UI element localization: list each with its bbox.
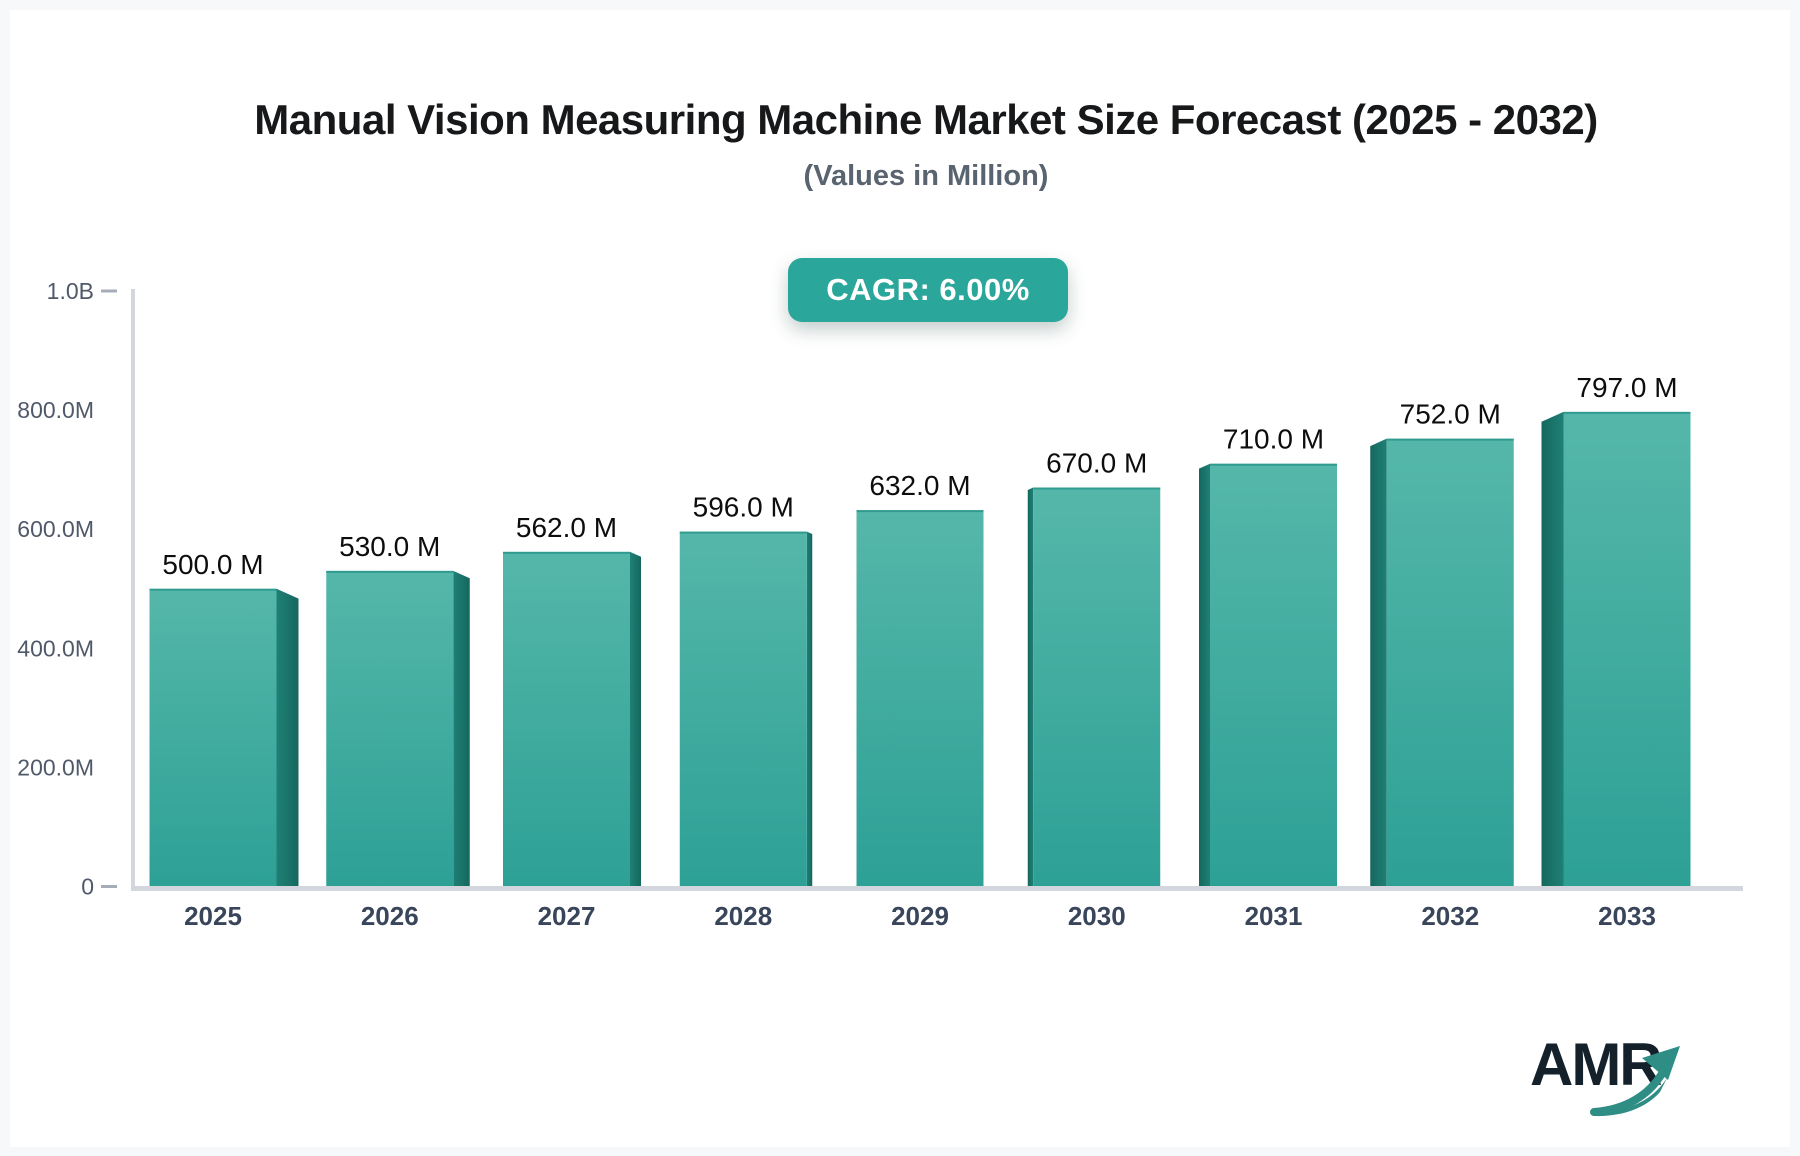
bar-value-label: 670.0 M xyxy=(1046,448,1147,479)
x-tick-label: 2027 xyxy=(538,901,596,931)
bar-value-label: 562.0 M xyxy=(516,512,617,543)
bar-value-label: 596.0 M xyxy=(693,492,794,523)
x-tick-label: 2025 xyxy=(184,901,242,931)
cagr-badge-label: CAGR: 6.00% xyxy=(826,272,1030,307)
x-tick-label: 2026 xyxy=(361,901,419,931)
bar-value-label: 710.0 M xyxy=(1223,424,1324,455)
y-tick-label: 600.0M xyxy=(17,516,94,542)
x-tick-label: 2031 xyxy=(1245,901,1303,931)
bar-value-label: 797.0 M xyxy=(1576,372,1677,403)
amr-logo-text: AMR xyxy=(1530,1031,1663,1098)
y-tick-label: 800.0M xyxy=(17,397,94,423)
amr-logo: AMR xyxy=(1524,1030,1724,1130)
bar-2028: 596.0 M xyxy=(679,492,813,889)
bar-2026: 530.0 M xyxy=(326,531,470,889)
y-tick-label: 200.0M xyxy=(17,754,94,780)
bar-value-label: 500.0 M xyxy=(162,549,263,580)
bar-2031: 710.0 M xyxy=(1199,424,1337,889)
x-tick-label: 2032 xyxy=(1421,901,1479,931)
y-tick-label: 0 xyxy=(81,874,94,900)
bar-value-label: 530.0 M xyxy=(339,531,440,562)
chart-subtitle: (Values in Million) xyxy=(803,160,1049,192)
x-tick-label: 2029 xyxy=(891,901,949,931)
bar-2030: 670.0 M xyxy=(1027,448,1161,889)
y-tick-label: 1.0B xyxy=(47,278,94,304)
bar-2033: 797.0 M xyxy=(1541,372,1691,889)
bar-value-label: 632.0 M xyxy=(869,470,970,501)
bar-2025: 500.0 M xyxy=(149,549,299,889)
logo-growth-arrow-icon xyxy=(1590,1046,1680,1117)
x-tick-label: 2033 xyxy=(1598,901,1656,931)
bar-2032: 752.0 M xyxy=(1370,399,1514,889)
y-tick-label: 400.0M xyxy=(17,635,94,661)
bar-2027: 562.0 M xyxy=(503,512,641,889)
bar-2029: 632.0 M xyxy=(856,470,984,889)
x-tick-label: 2030 xyxy=(1068,901,1126,931)
page-title: Manual Vision Measuring Machine Market S… xyxy=(254,96,1598,143)
bar-value-label: 752.0 M xyxy=(1400,399,1501,430)
cagr-badge: CAGR: 6.00% xyxy=(788,258,1068,322)
x-tick-label: 2028 xyxy=(714,901,772,931)
